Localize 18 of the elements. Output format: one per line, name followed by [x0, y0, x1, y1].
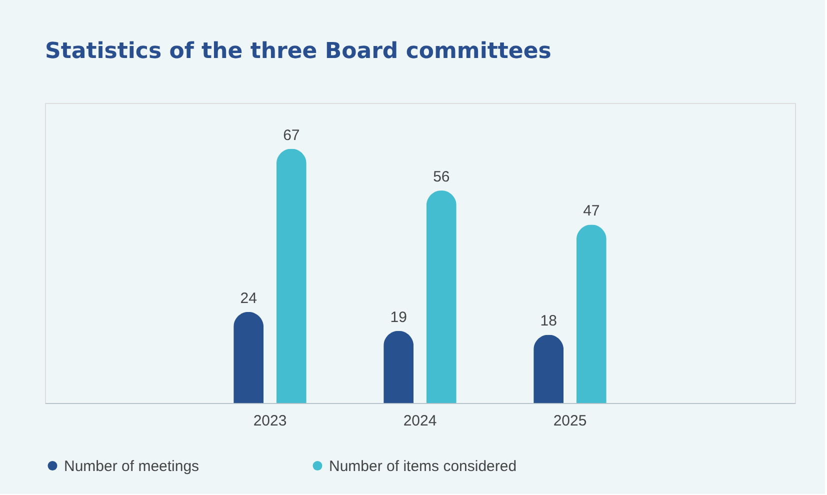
x-tick-label: 2025: [553, 412, 587, 430]
bar: [426, 190, 456, 403]
legend-label: Number of meetings: [64, 458, 200, 475]
data-label: 67: [283, 126, 300, 144]
bar: [384, 330, 414, 403]
data-label: 24: [240, 290, 257, 307]
data-label: 47: [583, 202, 600, 220]
data-label: 56: [433, 168, 450, 186]
data-label: 19: [390, 308, 407, 326]
bar: [234, 312, 264, 403]
x-tick-label: 2024: [403, 412, 437, 430]
data-label: 18: [540, 312, 557, 330]
x-tick-label: 2023: [253, 412, 287, 430]
bar: [276, 148, 306, 403]
bar: [576, 224, 606, 403]
legend-label: Number of items considered: [329, 458, 517, 475]
bar: [534, 334, 564, 403]
chart-title: Statistics of the three Board committees: [45, 39, 552, 64]
